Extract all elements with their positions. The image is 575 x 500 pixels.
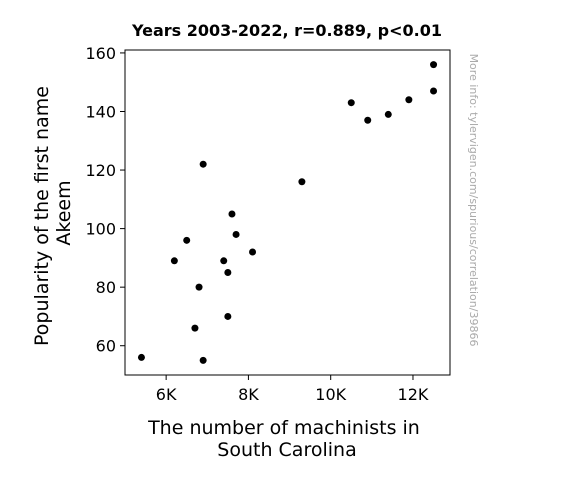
data-point bbox=[364, 116, 372, 124]
data-point bbox=[405, 96, 413, 104]
x-axis-label-line-2: South Carolina bbox=[217, 439, 356, 461]
data-point bbox=[183, 236, 191, 244]
y-tick-label: 80 bbox=[96, 278, 116, 297]
y-tick-label: 120 bbox=[85, 161, 116, 180]
data-point bbox=[228, 210, 236, 218]
y-axis-label-line-1: Popularity of the first name bbox=[31, 86, 53, 346]
y-axis-label-line-2: Akeem bbox=[53, 180, 75, 245]
y-axis-label: Popularity of the first name Akeem bbox=[31, 80, 75, 346]
source-watermark: More info: tylervigen.com/spurious/corre… bbox=[467, 54, 480, 347]
data-point bbox=[195, 283, 203, 291]
data-point bbox=[298, 178, 306, 186]
y-tick-label: 140 bbox=[85, 102, 116, 121]
x-axis: 6K 8K 10K 12K bbox=[156, 375, 429, 404]
y-tick-label: 160 bbox=[85, 44, 116, 63]
x-axis-label: The number of machinists in South Caroli… bbox=[147, 417, 426, 461]
plot-area bbox=[124, 49, 451, 376]
data-point bbox=[430, 87, 438, 95]
data-point bbox=[220, 257, 228, 265]
data-point bbox=[224, 312, 232, 320]
data-point bbox=[384, 110, 392, 118]
data-point bbox=[249, 248, 257, 256]
x-tick-label: 10K bbox=[315, 385, 346, 404]
x-tick-label: 12K bbox=[398, 385, 429, 404]
data-point bbox=[170, 257, 178, 265]
y-tick-label: 60 bbox=[96, 337, 116, 356]
x-axis-label-line-1: The number of machinists in bbox=[147, 417, 420, 439]
data-point bbox=[199, 160, 207, 168]
data-point bbox=[232, 230, 240, 238]
y-tick-label: 100 bbox=[85, 220, 116, 239]
y-axis: 60 80 100 120 140 160 bbox=[85, 44, 125, 356]
data-point bbox=[199, 356, 207, 364]
data-point bbox=[224, 269, 232, 277]
data-point bbox=[191, 324, 199, 332]
chart-title: Years 2003-2022, r=0.889, p<0.01 bbox=[131, 21, 442, 40]
x-tick-label: 6K bbox=[156, 385, 177, 404]
data-points bbox=[137, 61, 438, 364]
data-point bbox=[430, 61, 438, 69]
x-tick-label: 8K bbox=[238, 385, 259, 404]
data-point bbox=[347, 99, 355, 107]
plot-frame bbox=[124, 49, 451, 376]
data-point bbox=[137, 353, 145, 361]
